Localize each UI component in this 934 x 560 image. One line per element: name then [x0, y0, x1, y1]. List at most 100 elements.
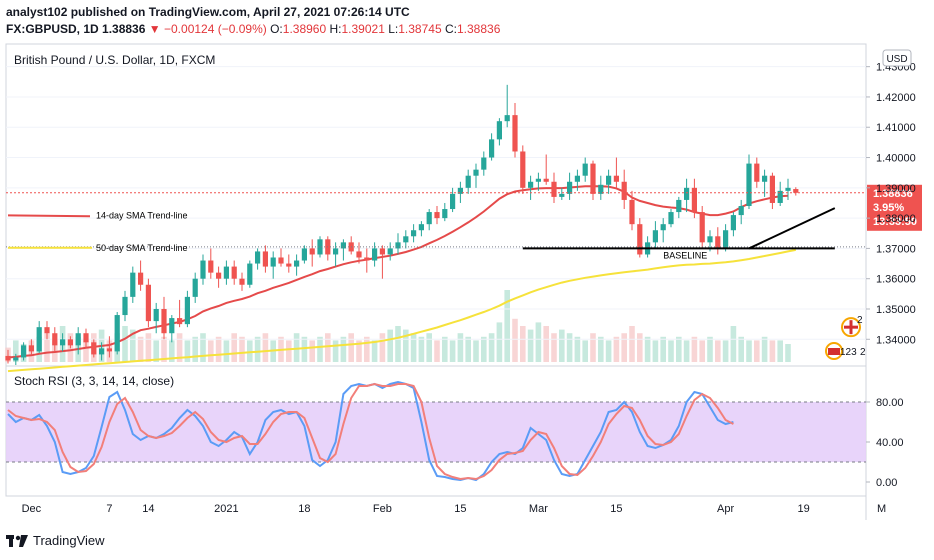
candle-body: [270, 257, 276, 267]
candle-body: [372, 248, 378, 261]
volume-bar: [598, 336, 604, 362]
volume-bar: [504, 290, 510, 362]
candle-body: [426, 212, 432, 225]
volume-bar: [434, 340, 440, 362]
volume-bar: [488, 333, 495, 362]
time-tick-label: Feb: [373, 503, 392, 515]
price-tick-label: 1.37000: [876, 243, 916, 255]
volume-bar: [403, 329, 409, 362]
candle-body: [138, 272, 144, 285]
candle-body: [629, 199, 635, 225]
volume-bar: [613, 336, 620, 362]
candle-body: [255, 251, 261, 264]
sma50-line: [7, 248, 796, 373]
low-label: L:: [388, 22, 399, 36]
volume-bar: [621, 333, 627, 362]
candle-body: [684, 187, 690, 200]
candle-body: [637, 224, 643, 255]
time-tick-label: 2021: [214, 503, 238, 515]
candle-body: [333, 248, 339, 255]
stoch-tick-label: 0.00: [876, 477, 897, 489]
price-axis-ticks: 1.34000 1.35000 1.36000 1.37000 1.38000 1.390…: [866, 62, 916, 346]
time-tick-label: 19: [797, 503, 809, 515]
candle-body: [582, 163, 588, 176]
candle-body: [457, 187, 463, 194]
candle-body: [465, 175, 471, 188]
candle-body: [83, 333, 89, 343]
candle-body: [699, 212, 705, 243]
volume-bar: [754, 340, 760, 362]
volume-bar: [387, 329, 393, 362]
volume-bar: [356, 340, 362, 362]
volume-bar: [239, 336, 245, 362]
candle-body: [247, 263, 253, 285]
candle-body: [730, 215, 736, 231]
volume-bar: [379, 333, 386, 362]
price-pane: [5, 43, 867, 367]
volume-bar: [161, 336, 167, 362]
volume-bar: [566, 333, 573, 362]
candle-body: [660, 224, 666, 231]
currency-label: USD: [886, 54, 907, 65]
price-tag-percent: 3.95%: [873, 202, 904, 214]
candle-body: [379, 248, 385, 255]
candle-body: [715, 236, 721, 249]
candle-body: [364, 257, 370, 261]
volume-bar: [184, 340, 191, 362]
annotations: BASELINE 14-day SMA Trend-line 50-day SMA …: [6, 184, 922, 360]
volume-bar: [691, 336, 698, 362]
candle-body: [184, 296, 190, 325]
candle-body: [473, 169, 479, 176]
volume-bar: [457, 333, 464, 362]
last-price: 1.38836: [102, 22, 146, 36]
candle-body: [200, 260, 206, 279]
volume-bar: [410, 333, 417, 362]
volume-bar: [746, 340, 752, 362]
candle-body: [606, 175, 612, 185]
tradingview-logo-icon: [6, 534, 28, 547]
candle-body: [738, 206, 744, 216]
low-value: 1.38745: [398, 22, 442, 36]
volume-bar: [652, 340, 659, 362]
candle-body: [169, 318, 175, 334]
chart-title: British Pound / U.S. Dollar, 1D, FXCM: [14, 53, 215, 67]
volume-bar: [769, 340, 776, 362]
currency-badge[interactable]: [882, 49, 912, 67]
candle-body: [208, 260, 214, 273]
candle-body: [793, 189, 799, 193]
volume-bar: [176, 333, 183, 362]
candle-body: [551, 181, 557, 197]
volume-bar: [83, 340, 89, 362]
candle-body: [301, 248, 307, 261]
volume-bar: [325, 333, 331, 362]
volume-bar: [605, 340, 612, 362]
stoch-band: [6, 402, 866, 462]
volume-bar: [340, 336, 347, 362]
close-label: C:: [444, 22, 457, 36]
down-triangle-icon: ▼: [148, 22, 161, 36]
stoch-tick-label: 40.00: [876, 437, 904, 449]
price-tick-label: 1.35000: [876, 304, 916, 316]
volume-bar: [473, 340, 479, 362]
volume-bar: [309, 340, 315, 362]
candle-body: [496, 121, 502, 140]
volume-bar: [551, 333, 557, 362]
time-tick-label: 18: [298, 503, 310, 515]
brand-label: TradingView: [33, 533, 105, 548]
volume-bar: [317, 336, 323, 362]
volume-bar: [527, 329, 534, 362]
price-tag: [867, 184, 922, 231]
volume-bar: [122, 326, 128, 362]
price-gridlines: [6, 66, 866, 340]
candle-body: [340, 242, 346, 249]
rising-trend-line: [748, 207, 836, 250]
candle-body: [442, 209, 448, 219]
volume-bar: [426, 333, 432, 362]
volume-bar: [348, 333, 354, 362]
candle-body: [145, 284, 151, 322]
candle-body: [652, 230, 658, 243]
candle-body: [512, 115, 518, 152]
footer-brand[interactable]: TradingView: [6, 533, 105, 548]
volume-bar: [777, 340, 783, 362]
